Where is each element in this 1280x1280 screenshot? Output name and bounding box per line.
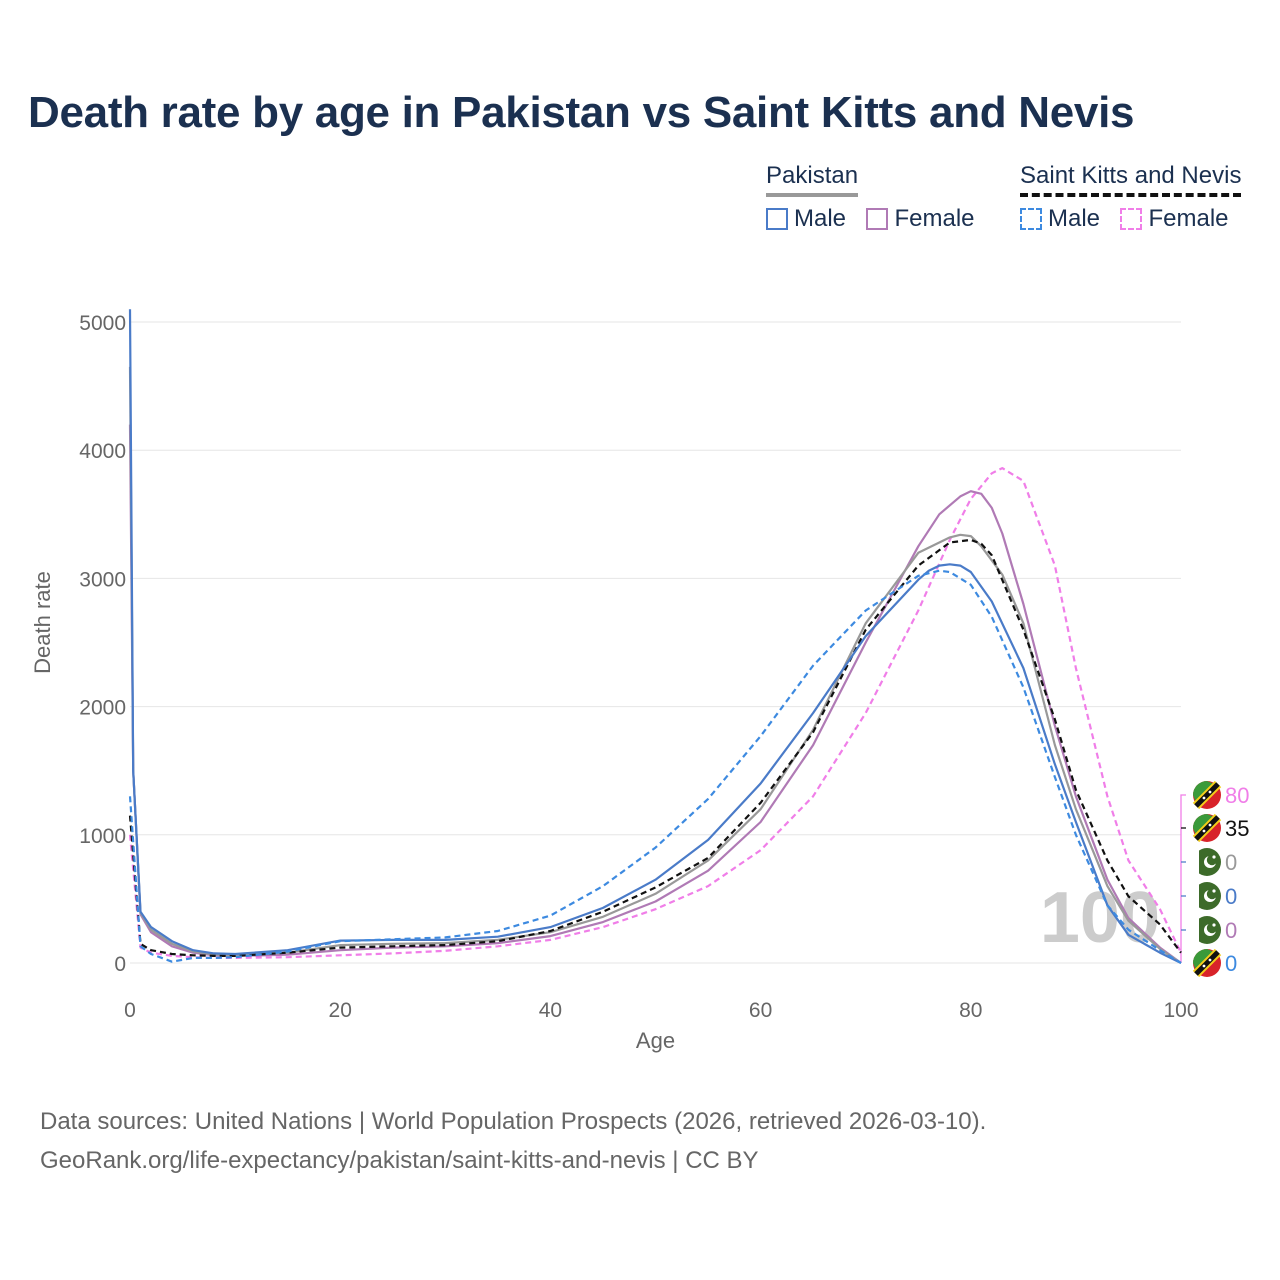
flag-white-band bbox=[1193, 848, 1199, 876]
flag-crescent-cut bbox=[1206, 854, 1218, 866]
flag-black bbox=[1194, 782, 1220, 808]
chart-title: Death rate by age in Pakistan vs Saint K… bbox=[28, 88, 1135, 137]
end-value-label: 0 bbox=[1225, 918, 1237, 943]
legend-item-pakistan-male[interactable]: Male bbox=[766, 205, 846, 233]
y-axis-label: Death rate bbox=[30, 571, 55, 674]
y-tick-label: 5000 bbox=[79, 312, 126, 335]
flag-star bbox=[1208, 823, 1212, 827]
flag-star bbox=[1212, 923, 1216, 927]
legend-swatch bbox=[1120, 208, 1143, 230]
series-line-saint-kitts-and-nevis-male bbox=[128, 569, 1182, 964]
legend-heading: Saint Kitts and Nevis bbox=[1020, 162, 1242, 197]
pakistan-flag-icon bbox=[1193, 882, 1221, 910]
flag-star bbox=[1202, 829, 1206, 833]
legend-label: Female bbox=[894, 205, 975, 232]
end-value-label: 0 bbox=[1225, 884, 1237, 909]
saint-kitts-flag-icon bbox=[1192, 948, 1222, 978]
series-line-saint-kitts-and-nevis-both bbox=[128, 538, 1182, 957]
x-axis-label: Age bbox=[636, 1028, 675, 1053]
end-value-label: 80 bbox=[1225, 783, 1249, 808]
flag-star bbox=[1208, 790, 1212, 794]
x-tick-label: 60 bbox=[749, 999, 772, 1022]
end-value-label: 0 bbox=[1225, 951, 1237, 976]
legend-item-pakistan-female[interactable]: Female bbox=[866, 205, 975, 233]
flag-star bbox=[1212, 855, 1216, 859]
y-tick-label: 2000 bbox=[79, 697, 126, 720]
flag-black bbox=[1194, 950, 1220, 976]
legend-group-pakistan: Pakistan Male Female bbox=[766, 162, 975, 235]
x-tick-label: 40 bbox=[539, 999, 562, 1022]
end-label-brackets bbox=[1180, 794, 1186, 963]
flag-white-band bbox=[1193, 916, 1199, 944]
legend-item-saint-kitts-female[interactable]: Female bbox=[1120, 205, 1229, 233]
grid bbox=[130, 321, 1181, 964]
flag-crescent-cut bbox=[1206, 922, 1218, 934]
x-tick-label: 0 bbox=[124, 999, 136, 1022]
y-tick-label: 4000 bbox=[79, 440, 126, 463]
end-labels: 80 35 0 0 0 0 bbox=[1192, 780, 1249, 978]
flag-star bbox=[1202, 796, 1206, 800]
legend-label: Female bbox=[1148, 205, 1229, 232]
flag-white-band bbox=[1193, 882, 1199, 910]
y-tick-label: 0 bbox=[114, 953, 126, 976]
legend-heading: Pakistan bbox=[766, 162, 859, 197]
legend-label: Male bbox=[794, 205, 847, 232]
footer-credit: GeoRank.org/life-expectancy/pakistan/sai… bbox=[40, 1147, 759, 1174]
year-watermark: 100 bbox=[1040, 878, 1160, 958]
end-value-label: 35 bbox=[1225, 816, 1249, 841]
flag-star bbox=[1212, 889, 1216, 893]
pakistan-flag-icon bbox=[1193, 916, 1221, 944]
legend-swatch bbox=[766, 208, 788, 230]
series-line-pakistan-male bbox=[128, 309, 1182, 964]
x-tick-label: 20 bbox=[329, 999, 352, 1022]
footer-sources: Data sources: United Nations | World Pop… bbox=[40, 1108, 987, 1135]
legend-group-saint-kitts-and-nevis: Saint Kitts and Nevis Male Female bbox=[1020, 162, 1242, 235]
axes: 0 1000 2000 3000 4000 5000 0 20 40 60 80 100 Age Deat… bbox=[30, 312, 1199, 1053]
legend-swatch bbox=[866, 208, 889, 230]
legend-swatch bbox=[1020, 208, 1042, 230]
y-tick-label: 3000 bbox=[79, 568, 126, 591]
flag-crescent-cut bbox=[1206, 888, 1218, 900]
bracket bbox=[1180, 794, 1186, 963]
flag-star bbox=[1208, 958, 1212, 962]
end-value-label: 0 bbox=[1225, 850, 1237, 875]
x-tick-label: 80 bbox=[959, 999, 982, 1022]
flag-star bbox=[1202, 964, 1206, 968]
y-tick-label: 1000 bbox=[79, 825, 126, 848]
pakistan-flag-icon bbox=[1193, 848, 1221, 876]
saint-kitts-flag-icon bbox=[1192, 780, 1222, 810]
flag-black bbox=[1194, 815, 1220, 841]
series-line-pakistan-female bbox=[128, 424, 1182, 964]
legend-item-saint-kitts-male[interactable]: Male bbox=[1020, 205, 1100, 233]
series-lines bbox=[128, 309, 1182, 964]
saint-kitts-flag-icon bbox=[1192, 813, 1222, 843]
x-tick-label: 100 bbox=[1163, 999, 1198, 1022]
bracket bbox=[1181, 861, 1186, 931]
series-line-saint-kitts-and-nevis-female bbox=[128, 467, 1182, 959]
legend-label: Male bbox=[1048, 205, 1101, 232]
series-line-pakistan-both bbox=[128, 366, 1182, 964]
